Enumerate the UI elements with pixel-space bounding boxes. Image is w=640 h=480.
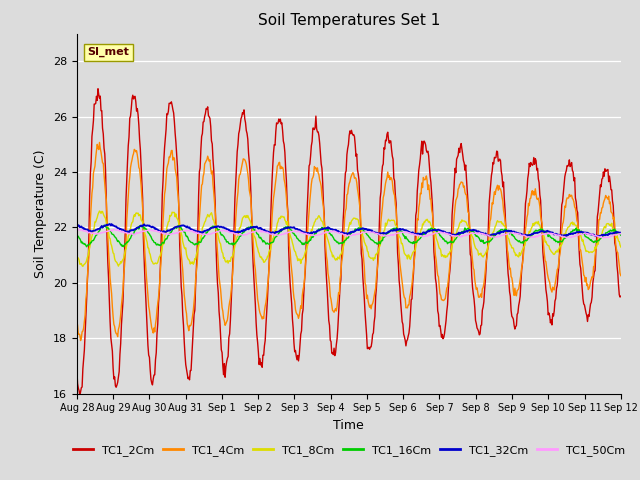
TC1_2Cm: [140, 257, 148, 263]
TC1_50Cm: [617, 230, 625, 236]
TC1_50Cm: [598, 235, 605, 240]
TC1_50Cm: [416, 233, 424, 239]
TC1_16Cm: [140, 226, 148, 232]
Y-axis label: Soil Temperature (C): Soil Temperature (C): [35, 149, 47, 278]
TC1_2Cm: [73, 365, 81, 371]
TC1_2Cm: [76, 393, 84, 398]
Line: TC1_50Cm: TC1_50Cm: [77, 229, 621, 238]
TC1_32Cm: [73, 221, 81, 227]
TC1_32Cm: [617, 230, 625, 236]
TC1_16Cm: [83, 244, 90, 250]
TC1_8Cm: [433, 235, 440, 241]
TC1_4Cm: [73, 318, 81, 324]
Text: SI_met: SI_met: [88, 47, 129, 58]
TC1_2Cm: [94, 86, 102, 92]
TC1_8Cm: [95, 208, 103, 214]
TC1_16Cm: [617, 232, 625, 238]
TC1_2Cm: [417, 156, 424, 161]
Line: TC1_32Cm: TC1_32Cm: [77, 224, 621, 236]
TC1_8Cm: [140, 227, 148, 233]
TC1_16Cm: [196, 239, 204, 245]
TC1_2Cm: [84, 278, 92, 284]
TC1_50Cm: [110, 227, 118, 232]
TC1_8Cm: [196, 240, 204, 246]
TC1_8Cm: [417, 230, 424, 236]
Line: TC1_4Cm: TC1_4Cm: [77, 143, 621, 341]
TC1_4Cm: [617, 273, 625, 278]
TC1_16Cm: [433, 228, 440, 234]
TC1_8Cm: [73, 253, 81, 259]
TC1_4Cm: [95, 140, 103, 145]
TC1_32Cm: [139, 223, 147, 229]
TC1_32Cm: [223, 226, 230, 232]
TC1_16Cm: [417, 236, 424, 241]
TC1_4Cm: [77, 338, 84, 344]
TC1_32Cm: [431, 227, 438, 233]
TC1_16Cm: [100, 222, 108, 228]
TC1_16Cm: [84, 242, 92, 248]
TC1_4Cm: [140, 236, 148, 242]
TC1_8Cm: [84, 254, 92, 260]
Line: TC1_2Cm: TC1_2Cm: [77, 89, 621, 396]
TC1_50Cm: [140, 228, 147, 234]
TC1_50Cm: [431, 230, 439, 236]
Legend: TC1_2Cm, TC1_4Cm, TC1_8Cm, TC1_16Cm, TC1_32Cm, TC1_50Cm: TC1_2Cm, TC1_4Cm, TC1_8Cm, TC1_16Cm, TC1…: [68, 440, 629, 460]
TC1_4Cm: [196, 216, 204, 222]
TC1_16Cm: [73, 231, 81, 237]
TC1_32Cm: [415, 231, 422, 237]
TC1_2Cm: [617, 293, 625, 299]
TC1_4Cm: [417, 191, 424, 196]
TC1_50Cm: [83, 229, 90, 235]
TC1_4Cm: [224, 312, 232, 317]
TC1_2Cm: [433, 281, 440, 287]
TC1_4Cm: [433, 257, 440, 263]
TC1_2Cm: [224, 353, 232, 359]
Line: TC1_16Cm: TC1_16Cm: [77, 225, 621, 247]
TC1_50Cm: [195, 230, 202, 236]
Line: TC1_8Cm: TC1_8Cm: [77, 211, 621, 266]
TC1_32Cm: [83, 227, 90, 232]
TC1_2Cm: [196, 169, 204, 175]
TC1_8Cm: [617, 244, 625, 250]
TC1_16Cm: [224, 239, 232, 245]
TC1_50Cm: [73, 227, 81, 232]
TC1_32Cm: [194, 228, 202, 234]
TC1_8Cm: [79, 264, 86, 269]
TC1_32Cm: [595, 233, 602, 239]
TC1_50Cm: [223, 228, 231, 234]
Title: Soil Temperatures Set 1: Soil Temperatures Set 1: [258, 13, 440, 28]
TC1_4Cm: [84, 274, 92, 280]
X-axis label: Time: Time: [333, 419, 364, 432]
TC1_8Cm: [224, 260, 232, 266]
